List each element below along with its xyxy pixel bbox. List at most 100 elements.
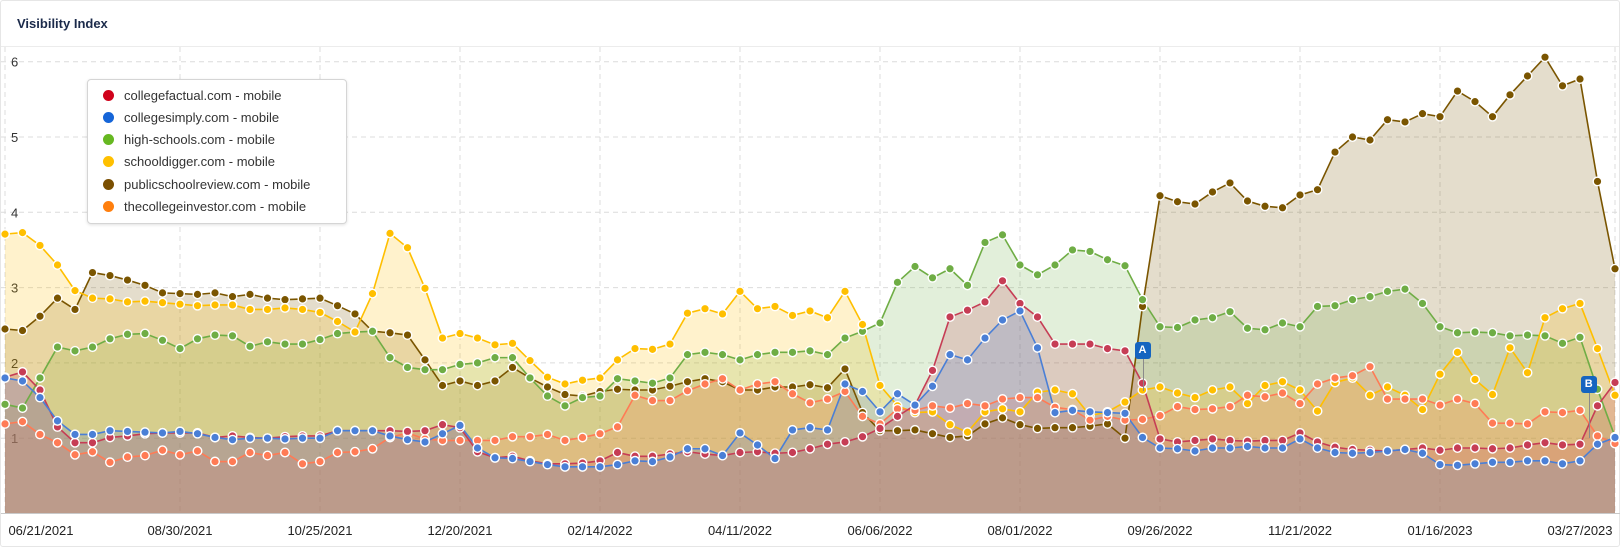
data-point[interactable] xyxy=(1504,342,1515,353)
data-point[interactable] xyxy=(1487,443,1498,454)
data-point[interactable] xyxy=(752,378,763,389)
data-point[interactable] xyxy=(787,347,798,358)
data-point[interactable] xyxy=(1504,330,1515,341)
data-point[interactable] xyxy=(35,429,46,440)
data-point[interactable] xyxy=(17,366,28,377)
data-point[interactable] xyxy=(262,433,273,444)
data-point[interactable] xyxy=(262,304,273,315)
data-point[interactable] xyxy=(1434,321,1445,332)
data-point[interactable] xyxy=(1102,407,1113,418)
data-point[interactable] xyxy=(122,426,133,437)
data-point[interactable] xyxy=(35,240,46,251)
data-point[interactable] xyxy=(560,435,571,446)
data-point[interactable] xyxy=(1259,324,1270,335)
data-point[interactable] xyxy=(1242,196,1253,207)
data-point[interactable] xyxy=(262,336,273,347)
data-point[interactable] xyxy=(1172,322,1183,333)
data-point[interactable] xyxy=(647,456,658,467)
data-point[interactable] xyxy=(87,429,98,440)
data-point[interactable] xyxy=(297,339,308,350)
data-point[interactable] xyxy=(1,418,10,429)
data-point[interactable] xyxy=(209,432,220,443)
data-point[interactable] xyxy=(455,359,466,370)
data-point[interactable] xyxy=(665,452,676,463)
data-point[interactable] xyxy=(1119,260,1130,271)
data-point[interactable] xyxy=(805,345,816,356)
data-point[interactable] xyxy=(560,389,571,400)
legend-item[interactable]: thecollegeinvestor.com - mobile xyxy=(98,197,306,217)
data-point[interactable] xyxy=(805,379,816,390)
data-point[interactable] xyxy=(770,347,781,358)
data-point[interactable] xyxy=(1312,406,1323,417)
data-point[interactable] xyxy=(927,428,938,439)
data-point[interactable] xyxy=(472,380,483,391)
data-point[interactable] xyxy=(1382,381,1393,392)
data-point[interactable] xyxy=(104,293,115,304)
data-point[interactable] xyxy=(367,443,378,454)
data-point[interactable] xyxy=(1522,418,1533,429)
data-point[interactable] xyxy=(350,425,361,436)
data-point[interactable] xyxy=(945,263,956,274)
data-point[interactable] xyxy=(700,443,711,454)
data-point[interactable] xyxy=(1154,381,1165,392)
data-point[interactable] xyxy=(350,327,361,338)
annotation-flag[interactable]: B xyxy=(1580,376,1597,393)
data-point[interactable] xyxy=(104,457,115,468)
data-point[interactable] xyxy=(420,354,431,365)
data-point[interactable] xyxy=(1469,442,1480,453)
data-point[interactable] xyxy=(35,392,46,403)
data-point[interactable] xyxy=(1312,301,1323,312)
data-point[interactable] xyxy=(1609,377,1620,388)
data-point[interactable] xyxy=(1539,330,1550,341)
data-point[interactable] xyxy=(507,352,518,363)
data-point[interactable] xyxy=(157,297,168,308)
data-point[interactable] xyxy=(752,303,763,314)
data-point[interactable] xyxy=(1207,312,1218,323)
data-point[interactable] xyxy=(437,419,448,430)
data-point[interactable] xyxy=(1417,108,1428,119)
data-point[interactable] xyxy=(1382,394,1393,405)
data-point[interactable] xyxy=(805,305,816,316)
data-point[interactable] xyxy=(1242,398,1253,409)
data-point[interactable] xyxy=(490,375,501,386)
data-point[interactable] xyxy=(1452,327,1463,338)
data-point[interactable] xyxy=(962,305,973,316)
data-point[interactable] xyxy=(525,372,536,383)
data-point[interactable] xyxy=(52,293,63,304)
data-point[interactable] xyxy=(1522,330,1533,341)
data-point[interactable] xyxy=(1189,404,1200,415)
data-point[interactable] xyxy=(787,310,798,321)
data-point[interactable] xyxy=(1015,406,1026,417)
data-point[interactable] xyxy=(122,452,133,463)
data-point[interactable] xyxy=(1032,269,1043,280)
data-point[interactable] xyxy=(1154,190,1165,201)
data-point[interactable] xyxy=(402,362,413,373)
data-point[interactable] xyxy=(1294,385,1305,396)
data-point[interactable] xyxy=(542,372,553,383)
data-point[interactable] xyxy=(630,390,641,401)
data-point[interactable] xyxy=(1067,422,1078,433)
data-point[interactable] xyxy=(69,345,80,356)
data-point[interactable] xyxy=(612,384,623,395)
data-point[interactable] xyxy=(910,424,921,435)
data-point[interactable] xyxy=(1119,433,1130,444)
data-point[interactable] xyxy=(1574,74,1585,85)
data-point[interactable] xyxy=(770,453,781,464)
data-point[interactable] xyxy=(1504,418,1515,429)
data-point[interactable] xyxy=(87,293,98,304)
data-point[interactable] xyxy=(209,299,220,310)
data-point[interactable] xyxy=(139,427,150,438)
data-point[interactable] xyxy=(1382,286,1393,297)
data-point[interactable] xyxy=(1329,300,1340,311)
data-point[interactable] xyxy=(1469,458,1480,469)
data-point[interactable] xyxy=(560,400,571,411)
data-point[interactable] xyxy=(1364,291,1375,302)
legend-item[interactable]: collegesimply.com - mobile xyxy=(98,107,279,127)
data-point[interactable] xyxy=(209,287,220,298)
data-point[interactable] xyxy=(927,381,938,392)
data-point[interactable] xyxy=(787,424,798,435)
data-point[interactable] xyxy=(1102,343,1113,354)
data-point[interactable] xyxy=(1207,186,1218,197)
data-point[interactable] xyxy=(857,431,868,442)
data-point[interactable] xyxy=(1207,403,1218,414)
